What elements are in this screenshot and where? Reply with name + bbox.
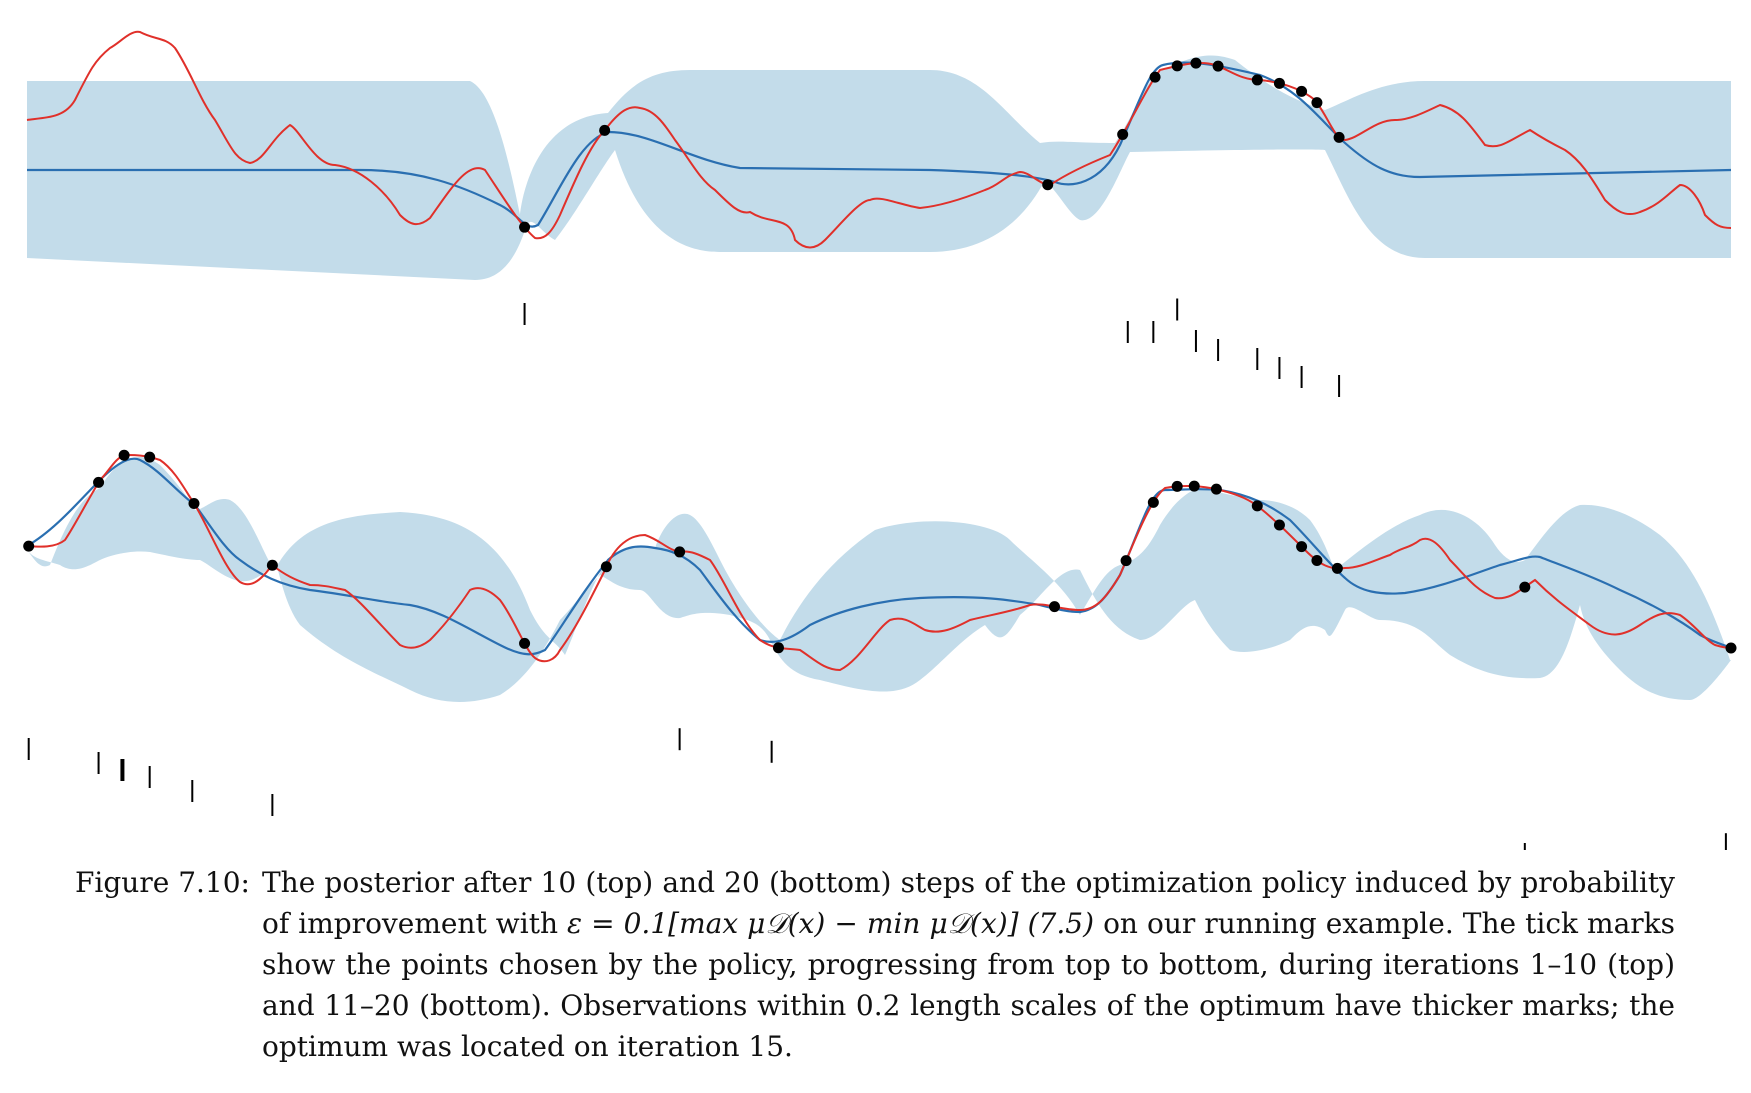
observation-point [118,449,130,461]
observation-point [1120,555,1132,567]
observation-point [188,497,200,509]
figure-label: Figure 7.10: [75,866,250,899]
bottom-observations [23,449,1737,654]
observation-point [1519,581,1531,593]
observation-point [1251,74,1263,86]
observation-point [519,637,531,649]
caption-part-1: The posterior after 10 (top) and 20 (bot… [261,866,1675,940]
top-credible-band [27,55,1731,280]
top-policy-ticks [523,298,1341,397]
observation-point [1147,496,1159,508]
observation-point [1212,60,1224,72]
bottom-credible-band [27,456,1731,702]
bottom-posterior-mean [26,457,1732,656]
observation-point [1210,483,1222,495]
observation-point [266,559,278,571]
observation-point [674,546,686,558]
bottom-panel [23,449,1737,850]
observation-point [144,451,156,463]
figure-caption: Figure 7.10: The posterior after 10 (top… [75,862,1675,1067]
observation-point [1049,601,1061,613]
observation-point [1190,57,1202,69]
observation-point [1296,541,1308,553]
top-observations [519,57,1345,233]
observation-point [1149,71,1161,83]
figure [23,30,1737,850]
caption-body: The posterior after 10 (top) and 20 (bot… [262,862,1675,1067]
observation-point [1311,555,1323,567]
observation-point [1273,77,1285,89]
observation-point [1042,179,1054,191]
observation-point [1725,642,1737,654]
observation-point [1311,97,1323,109]
observation-point [1171,60,1183,72]
observation-point [1171,480,1183,492]
observation-point [599,124,611,136]
observation-point [1333,131,1345,143]
observation-point [600,561,612,573]
observation-point [1117,128,1129,140]
observation-point [1251,500,1263,512]
observation-point [1331,562,1343,574]
top-objective [26,30,1732,249]
caption-formula: ε = 0.1[max μ𝒟(x) − min μ𝒟(x)] (7.5) [567,907,1095,940]
observation-point [93,476,105,488]
top-panel [26,30,1732,397]
bottom-policy-ticks [27,728,1727,850]
observation-point [23,540,35,552]
caption-part-2: on our running example. The tick marks s… [261,907,1675,1063]
observation-point [1273,519,1285,531]
observation-point [519,221,531,233]
observation-point [1296,85,1308,97]
observation-point [1188,480,1200,492]
observation-point [772,642,784,654]
